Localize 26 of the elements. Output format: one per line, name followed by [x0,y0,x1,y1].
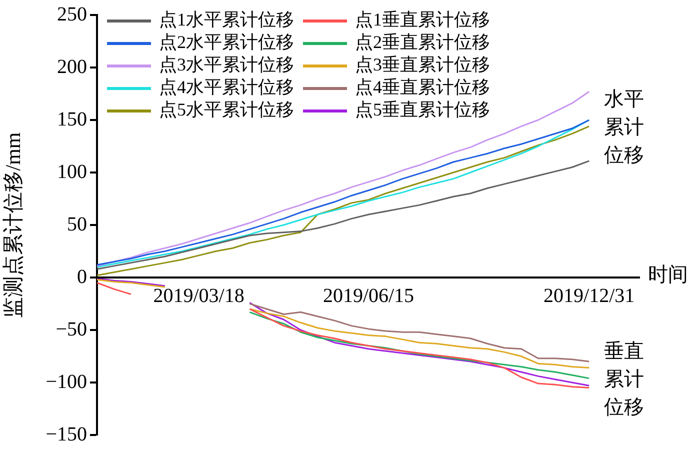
x-tick-label: 2019/06/15 [322,284,414,307]
legend-label: 点2垂直累计位移 [355,32,490,52]
annotation: 垂直累计位移 [604,340,644,419]
legend-label: 点5垂直累计位移 [355,100,490,120]
legend-label: 点5水平累计位移 [159,100,294,120]
y-tick-label: −100 [46,370,87,393]
y-tick-label: 200 [57,56,87,78]
legend-label: 点4水平累计位移 [159,77,294,98]
x-tick-label: 2019/03/18 [153,284,244,307]
y-tick-label: 250 [57,3,87,26]
y-tick-label: −50 [56,318,87,340]
legend-label: 点1垂直累计位移 [355,10,490,30]
legend-label: 点3水平累计位移 [159,54,294,75]
y-tick-label: 150 [57,108,87,130]
legend-label: 点2水平累计位移 [159,32,294,52]
annotation: 水平累计位移 [604,88,644,167]
y-tick-label: 50 [67,213,87,236]
y-tick-label: −150 [46,423,87,446]
y-axis-title: 监测点累计位移/mm [1,132,26,318]
legend-label: 点4垂直累计位移 [355,77,490,98]
x-axis-title: 时间 [648,264,688,286]
y-tick-label: 100 [57,160,87,183]
legend-label: 点3垂直累计位移 [355,54,490,75]
x-tick-label: 2019/12/31 [544,284,635,307]
legend-label: 点1水平累计位移 [159,10,294,30]
y-tick-label: 0 [77,266,87,288]
